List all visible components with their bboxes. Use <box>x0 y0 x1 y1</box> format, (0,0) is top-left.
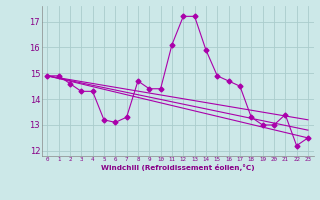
X-axis label: Windchill (Refroidissement éolien,°C): Windchill (Refroidissement éolien,°C) <box>101 164 254 171</box>
